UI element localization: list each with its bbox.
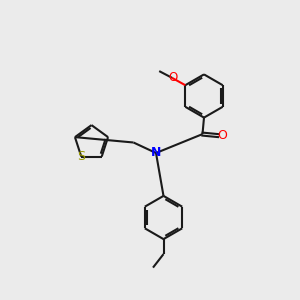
Text: O: O <box>218 129 227 142</box>
Text: S: S <box>77 150 85 163</box>
Text: O: O <box>168 70 177 84</box>
Text: N: N <box>151 146 161 160</box>
